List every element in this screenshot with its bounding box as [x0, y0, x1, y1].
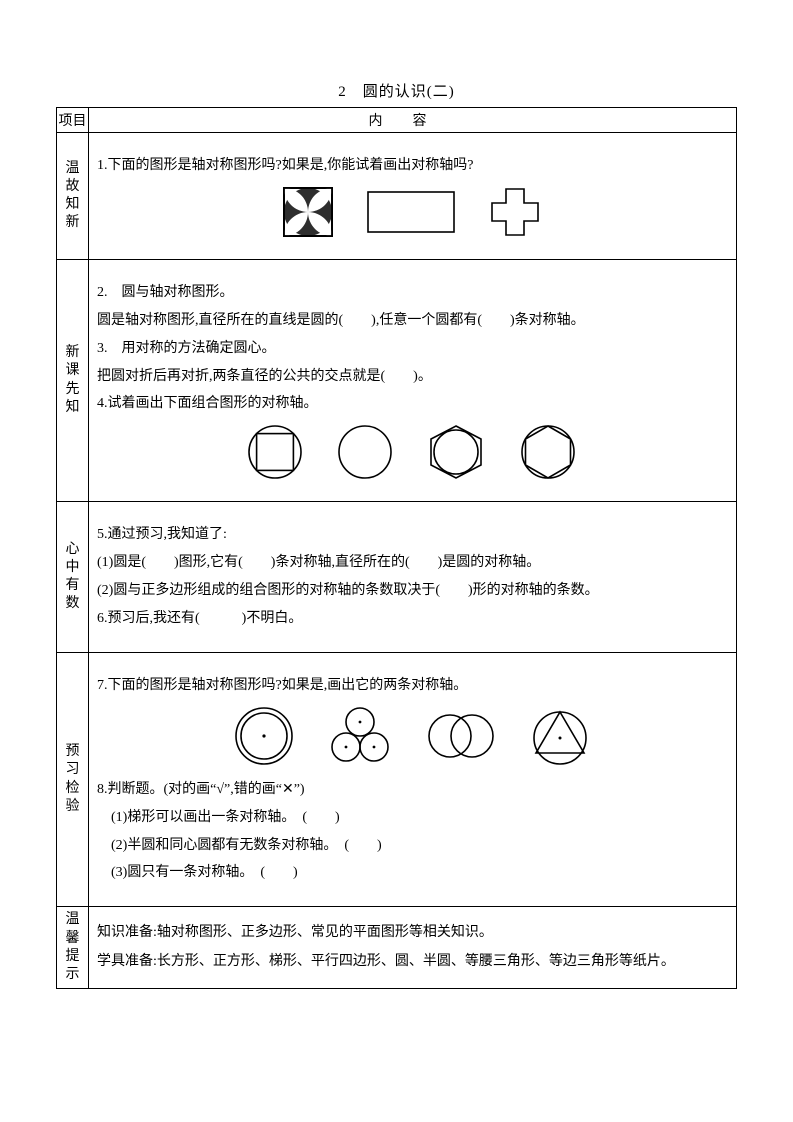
s5-l1: 知识准备:轴对称图形、正多边形、常见的平面图形等相关知识。 — [97, 920, 726, 947]
q5-text: 5.通过预习,我知道了: — [97, 522, 726, 548]
q2b-text: 圆是轴对称图形,直径所在的直线是圆的( ),任意一个圆都有( )条对称轴。 — [97, 308, 726, 334]
q1-text: 1.下面的图形是轴对称图形吗?如果是,你能试着画出对称轴吗? — [97, 153, 726, 179]
q5b-text: (2)圆与正多边形组成的组合图形的对称轴的条数取决于( )形的对称轴的条数。 — [97, 578, 726, 604]
q2-text: 2. 圆与轴对称图形。 — [97, 280, 726, 306]
header-col1: 项目 — [57, 108, 89, 133]
section-1-label: 温故知新 — [57, 133, 89, 260]
fig-petal-square-overlay — [281, 185, 335, 239]
section-4-row: 预习检验 7.下面的图形是轴对称图形吗?如果是,画出它的两条对称轴。 — [57, 652, 737, 906]
section-1-content: 1.下面的图形是轴对称图形吗?如果是,你能试着画出对称轴吗? — [89, 133, 737, 260]
q8a-text: (1)梯形可以画出一条对称轴。 ( ) — [97, 805, 726, 831]
fig-three-circles — [327, 705, 393, 767]
fig-square-in-circle — [246, 423, 304, 481]
q6-text: 6.预习后,我还有( )不明白。 — [97, 606, 726, 632]
q8c-text: (3)圆只有一条对称轴。 ( ) — [97, 860, 726, 886]
q7-text: 7.下面的图形是轴对称图形吗?如果是,画出它的两条对称轴。 — [97, 673, 726, 699]
q8b-text: (2)半圆和同心圆都有无数条对称轴。 ( ) — [97, 833, 726, 859]
section-2-label: 新课先知 — [57, 259, 89, 501]
section-4-label: 预习检验 — [57, 652, 89, 906]
section-2-row: 新课先知 2. 圆与轴对称图形。 圆是轴对称图形,直径所在的直线是圆的( ),任… — [57, 259, 737, 501]
section-2-content: 2. 圆与轴对称图形。 圆是轴对称图形,直径所在的直线是圆的( ),任意一个圆都… — [89, 259, 737, 501]
section-3-row: 心中有数 5.通过预习,我知道了: (1)圆是( )图形,它有( )条对称轴,直… — [57, 502, 737, 653]
fig-cross — [488, 185, 542, 239]
section-5-content: 知识准备:轴对称图形、正多边形、常见的平面图形等相关知识。 学具准备:长方形、正… — [89, 907, 737, 989]
section-5-row: 温馨提示 知识准备:轴对称图形、正多边形、常见的平面图形等相关知识。 学具准备:… — [57, 907, 737, 989]
fig-triangle-circle — [530, 706, 590, 766]
section-1-row: 温故知新 1.下面的图形是轴对称图形吗?如果是,你能试着画出对称轴吗? — [57, 133, 737, 260]
s5-l2: 学具准备:长方形、正方形、梯形、平行四边形、圆、半圆、等腰三角形、等边三角形等纸… — [97, 949, 726, 976]
section-5-label: 温馨提示 — [57, 907, 89, 989]
header-row: 项目 内容 — [57, 108, 737, 133]
fig-hexagon-circle — [425, 423, 487, 481]
fig-two-circles — [424, 711, 498, 761]
page-title: 2 圆的认识(二) — [56, 80, 737, 101]
fig-concentric — [233, 705, 295, 767]
q8-text: 8.判断题。(对的画“√”,错的画“✕”) — [97, 777, 726, 803]
q4-figures — [97, 423, 726, 481]
q3b-text: 把圆对折后再对折,两条直径的公共的交点就是( )。 — [97, 364, 726, 390]
fig-circle-hexagon — [519, 423, 577, 481]
header-col2: 内容 — [89, 108, 737, 133]
fig-rectangle — [366, 190, 456, 234]
q5a-text: (1)圆是( )图形,它有( )条对称轴,直径所在的( )是圆的对称轴。 — [97, 550, 726, 576]
section-4-content: 7.下面的图形是轴对称图形吗?如果是,画出它的两条对称轴。 — [89, 652, 737, 906]
q3-text: 3. 用对称的方法确定圆心。 — [97, 336, 726, 362]
q4-text: 4.试着画出下面组合图形的对称轴。 — [97, 391, 726, 417]
fig-circle — [336, 423, 394, 481]
section-3-content: 5.通过预习,我知道了: (1)圆是( )图形,它有( )条对称轴,直径所在的(… — [89, 502, 737, 653]
section-3-label: 心中有数 — [57, 502, 89, 653]
worksheet-table: 项目 内容 温故知新 1.下面的图形是轴对称图形吗?如果是,你能试着画出对称轴吗… — [56, 107, 737, 989]
q7-figures — [97, 705, 726, 767]
q1-figures — [97, 185, 726, 239]
